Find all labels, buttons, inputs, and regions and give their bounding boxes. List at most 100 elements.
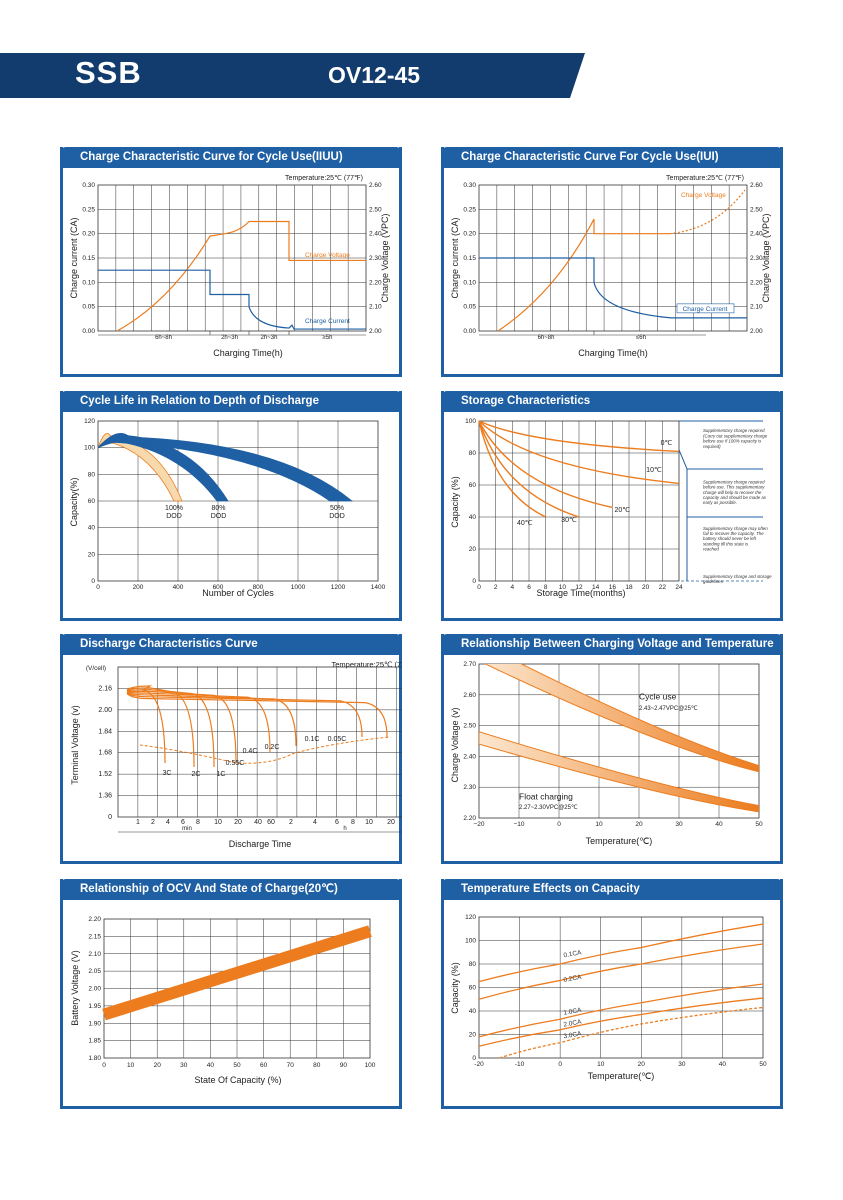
header-band <box>0 53 585 98</box>
chart-storage: 0 2 4 6 8 10 12 14 16 18 20 22 24020406080100Capacit… <box>450 418 772 598</box>
series-label: 0.05C <box>328 736 347 743</box>
tick-label: Temperature:25℃ (77℉) <box>331 660 402 669</box>
tick-label: 0.10 <box>463 279 476 286</box>
series-label: 0℃ <box>661 440 673 447</box>
series-line-3-0ca <box>499 1006 764 1059</box>
chart-cycle-life: 0 200 400 600 800 1000 1200 1400 0 20 40 60 80 100 120… <box>69 418 386 598</box>
tick-label: 90 <box>340 1062 348 1069</box>
tick-label: 8 <box>351 819 355 826</box>
zone-note: Supplementary charge and storage guidelin… <box>703 574 772 584</box>
series-label: DOD <box>166 513 182 520</box>
tick-label: 24 <box>675 584 683 591</box>
zone-note: Supplementary charge required (Carry out … <box>703 428 768 449</box>
tick-label: 0 <box>472 578 476 585</box>
tick-label: 10 <box>127 1062 135 1069</box>
cutoff-voltage-line <box>139 736 391 764</box>
tick-label: 800 <box>253 584 264 591</box>
brand-logo: SSB <box>75 55 142 90</box>
tick-label: 0.25 <box>82 206 95 213</box>
tick-label: 30 <box>675 821 683 828</box>
series-label: DOD <box>211 513 227 520</box>
series-line-storage <box>478 420 580 518</box>
series-label: 0.2C <box>265 744 280 751</box>
tick-label: 0.15 <box>463 255 476 262</box>
tick-label: 70 <box>287 1062 295 1069</box>
tick-label: 20 <box>234 819 242 826</box>
zone-bracket <box>678 420 763 581</box>
panel-storage: Storage Characteristics 0 2 4 6 8 10 12 14 16 18 2… <box>441 391 783 621</box>
series-label: 40℃ <box>517 520 533 527</box>
legend-label: Charge Current <box>305 318 350 325</box>
tick-label: 20 <box>635 821 643 828</box>
tick-label: 2.30 <box>463 784 476 791</box>
series-line-discharge <box>126 693 388 738</box>
tick-label: 1.95 <box>88 1003 101 1010</box>
tick-label: 600 <box>213 584 224 591</box>
stage-label: 2h~3h <box>221 335 238 341</box>
panel-title: Cycle Life in Relation to Depth of Disch… <box>60 391 402 412</box>
tick-label: 40 <box>469 1008 477 1015</box>
tick-label: 20 <box>387 819 395 826</box>
tick-label: 4 <box>166 819 170 826</box>
chart-discharge: 0 1.36 1.52 1.68 1.84 2.00 2.16 (V/cell) Termina… <box>70 660 402 849</box>
tick-label: 60 <box>88 498 96 505</box>
axis-label: Charge Voltage (VPC) <box>380 213 390 302</box>
tick-label: 20 <box>638 1061 646 1068</box>
tick-label: 2.20 <box>750 279 763 286</box>
series-line-charge-voltage <box>497 218 670 332</box>
tick-label: 10 <box>595 821 603 828</box>
axis-unit: min <box>182 826 192 832</box>
tick-label: 1.84 <box>98 728 112 735</box>
tick-label: 2.50 <box>750 206 763 213</box>
tick-label: State Of Capacity (%) <box>194 1075 281 1085</box>
series-band-cycle-use <box>484 664 759 773</box>
series-label: 2C <box>192 771 201 778</box>
axis-label: Charge current (CA) <box>450 217 460 298</box>
series-label: Cycle use <box>639 691 677 701</box>
tick-label: 40 <box>715 821 723 828</box>
tick-label: 2.20 <box>463 815 476 822</box>
tick-label: Temperature:25℃ (77℉) <box>666 175 744 182</box>
panel-temperature-capacity: Temperature Effects on Capacity -20 -10 0 1… <box>441 879 783 1109</box>
panel-title: Storage Characteristics <box>441 391 783 412</box>
series-line-0-2ca <box>478 943 764 1000</box>
tick-label: 16 <box>609 584 617 591</box>
tick-label: 0.30 <box>82 182 95 189</box>
tick-label: 14 <box>592 584 600 591</box>
tick-label: 0.30 <box>463 182 476 189</box>
series-line-storage <box>478 420 613 509</box>
tick-label: 40 <box>88 525 96 532</box>
series-label: DOD <box>329 513 345 520</box>
series-label: 0.1CA <box>563 949 583 959</box>
chart-voltage-temperature: −20 −10 0 10 20 30 40 50 2.20 2.30 2.40 2.50 2.60 2.7… <box>450 661 763 846</box>
tick-label: 0.15 <box>82 255 95 262</box>
tick-label: -10 <box>515 1061 525 1068</box>
axis-label: Battery Voltage (V) <box>70 950 80 1026</box>
tick-label: 30 <box>678 1061 686 1068</box>
tick-label: 0.25 <box>463 206 476 213</box>
series-line-1-0ca <box>478 983 764 1038</box>
tick-label: 50 <box>755 821 763 828</box>
series-band-50dod <box>97 434 354 502</box>
series-label: 0.4C <box>243 748 258 755</box>
panel-title: Relationship of OCV And State of Charge(… <box>60 879 402 900</box>
series-label: 3.0CA <box>563 1030 583 1040</box>
tick-label: 2.00 <box>88 986 101 993</box>
tick-label: 2.00 <box>750 328 763 335</box>
panel-ocv-soc: Relationship of OCV And State of Charge(… <box>60 879 402 1109</box>
tick-label: 4 <box>511 584 515 591</box>
panel-cycle-life: Cycle Life in Relation to Depth of Disch… <box>60 391 402 621</box>
tick-label: 0.20 <box>463 231 476 238</box>
tick-label: 2.10 <box>88 951 101 958</box>
tick-label: 2.05 <box>88 968 101 975</box>
tick-label: 2.60 <box>750 182 763 189</box>
tick-label: 2.20 <box>88 916 101 923</box>
chart-ocv-soc: 0 10 20 30 40 50 60 70 80 90 100 1.80 1.85 1.90 1.95 2.… <box>70 916 376 1085</box>
axis-label: Charge current (CA) <box>69 217 79 298</box>
tick-label: -20 <box>474 1061 484 1068</box>
tick-label: 2.10 <box>369 304 382 311</box>
axis-label: Capacity (%) <box>450 962 460 1014</box>
tick-label: 0 <box>102 1062 106 1069</box>
tick-label: 20 <box>642 584 650 591</box>
tick-label: 2.40 <box>750 231 763 238</box>
